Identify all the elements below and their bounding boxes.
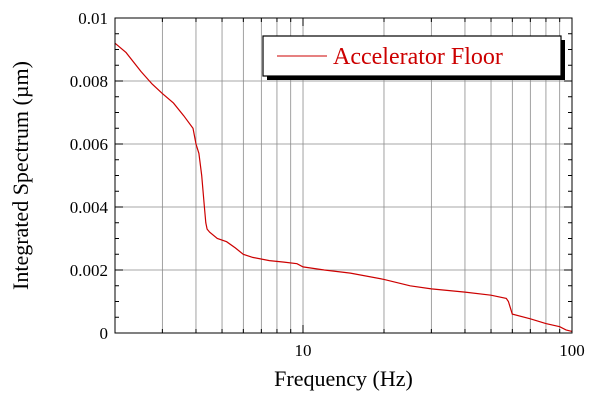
x-tick-label: 100 bbox=[559, 341, 585, 360]
y-tick-label: 0.002 bbox=[70, 261, 108, 280]
x-axis-title: Frequency (Hz) bbox=[274, 366, 413, 391]
y-tick-label: 0 bbox=[100, 324, 109, 343]
y-tick-label: 0.01 bbox=[78, 9, 108, 28]
legend-label: Accelerator Floor bbox=[333, 44, 503, 70]
y-tick-label: 0.004 bbox=[70, 198, 109, 217]
y-tick-label: 0.006 bbox=[70, 135, 108, 154]
y-tick-label: 0.008 bbox=[70, 72, 108, 91]
legend: Accelerator Floor bbox=[263, 36, 565, 80]
x-tick-label: 10 bbox=[295, 341, 312, 360]
y-axis-title: Integrated Spectrum (µm) bbox=[8, 61, 33, 290]
